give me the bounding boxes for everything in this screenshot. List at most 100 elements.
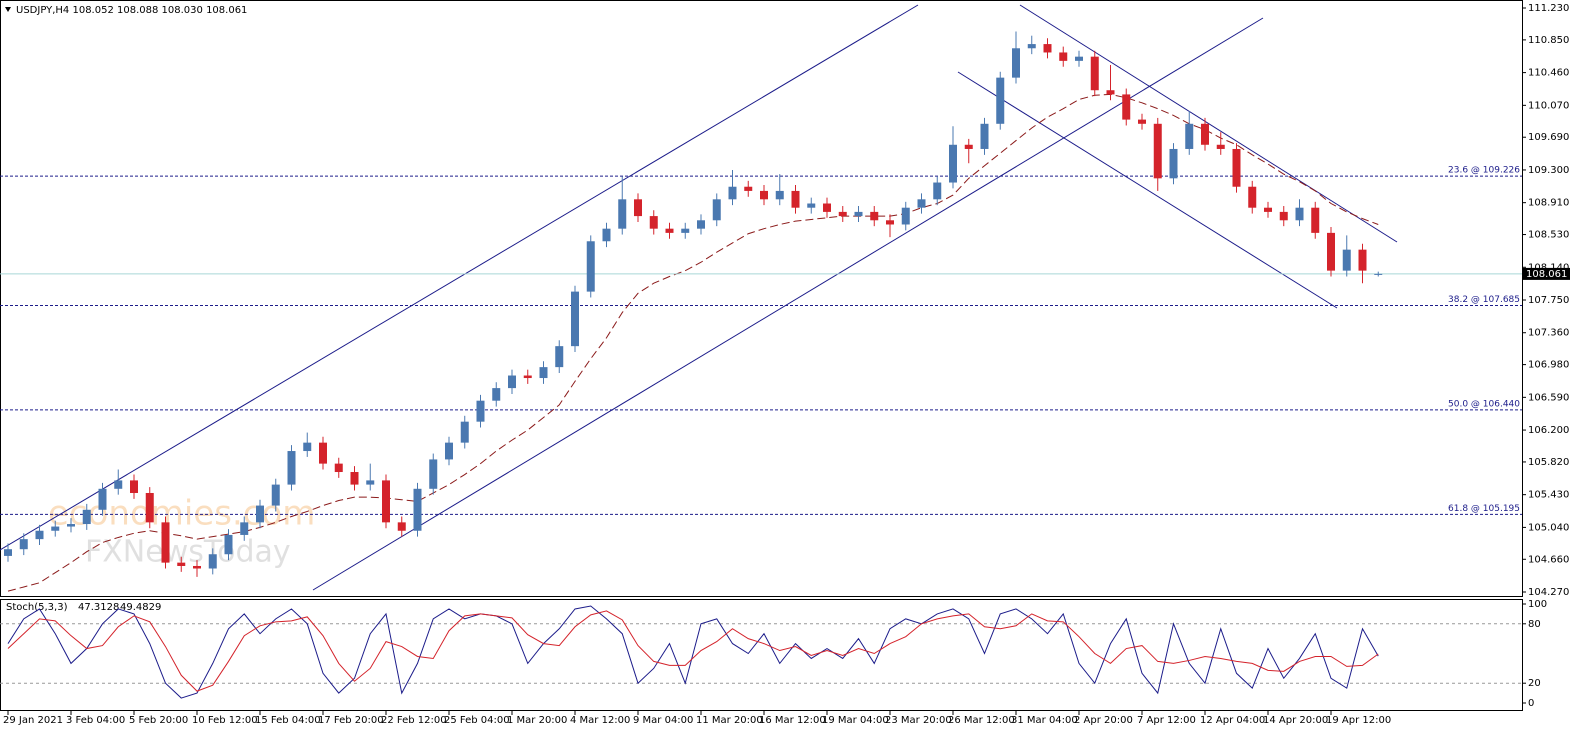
- candle-body: [51, 526, 60, 531]
- candle-body: [1232, 148, 1241, 187]
- watermark: FXNewsToday: [85, 535, 291, 570]
- candle-body: [712, 199, 721, 221]
- y-tick-label: 108.530: [1528, 230, 1569, 241]
- candle-body: [775, 190, 784, 200]
- candle-body: [854, 211, 863, 217]
- x-tick-label: 16 Mar 12:00: [759, 715, 826, 726]
- trend-lines: [0, 4, 1398, 591]
- candle-body: [760, 190, 768, 200]
- candle-body: [256, 505, 264, 523]
- chart-title: USDJPY,H4 108.052 108.088 108.030 108.06…: [16, 5, 247, 16]
- x-tick-label: 9 Mar 04:00: [633, 715, 693, 726]
- candle-body: [523, 375, 532, 379]
- candle-body: [161, 522, 170, 563]
- x-tick-label: 25 Feb 04:00: [444, 715, 510, 726]
- x-tick-label: 29 Jan 2021: [3, 715, 63, 726]
- candle-body: [1043, 44, 1052, 53]
- stoch-tick-label: 20: [1528, 678, 1541, 689]
- candle-body: [886, 220, 894, 225]
- candle-body: [949, 144, 957, 183]
- y-tick-label: 111.230: [1528, 3, 1569, 14]
- candle-body: [1358, 249, 1367, 271]
- y-tick-label: 110.850: [1528, 35, 1569, 46]
- x-tick-label: 10 Feb 12:00: [192, 715, 258, 726]
- candle-body: [807, 203, 816, 208]
- x-tick-label: 4 Mar 12:00: [570, 715, 630, 726]
- candle-body: [82, 509, 91, 525]
- main-frame: [0, 0, 1523, 597]
- candle-body: [555, 346, 564, 368]
- candle-body: [1311, 207, 1320, 233]
- candle-body: [964, 144, 973, 149]
- stoch-tick-label: 100: [1528, 599, 1547, 610]
- candle-body: [287, 451, 296, 485]
- stoch-line: [7, 610, 1379, 692]
- trend-line: [1019, 4, 1398, 243]
- candle-body: [1342, 249, 1351, 271]
- y-tick-label: 110.070: [1528, 100, 1569, 111]
- x-tick-label: 5 Feb 20:00: [129, 715, 188, 726]
- stoch-tick-label: 80: [1528, 619, 1541, 630]
- candle-body: [586, 241, 595, 292]
- candle-body: [476, 400, 485, 422]
- candle-body: [1075, 56, 1083, 61]
- candle-body: [1295, 207, 1304, 221]
- stoch-frame: [0, 599, 1523, 711]
- current-price-label: 108.061: [1526, 269, 1567, 280]
- candle-body: [382, 480, 390, 523]
- candle-body: [744, 186, 753, 191]
- candle-body: [130, 480, 138, 493]
- candle-body: [791, 190, 800, 208]
- watermark: economies.com: [48, 494, 315, 534]
- candle-body: [460, 421, 469, 443]
- moving-average: [7, 93, 1379, 592]
- y-tick-label: 104.270: [1528, 587, 1569, 598]
- candle-body: [602, 228, 611, 242]
- candle-body: [917, 199, 926, 208]
- menu-arrow[interactable]: [5, 7, 11, 12]
- y-tick-label: 105.040: [1528, 522, 1569, 533]
- stoch-k-value: 47.3128: [78, 602, 119, 613]
- candle-body: [429, 459, 438, 489]
- y-tick-label: 108.140: [1528, 262, 1569, 273]
- candle-body: [1138, 119, 1146, 124]
- y-tick-label: 108.910: [1528, 198, 1569, 209]
- candle-body: [208, 554, 217, 569]
- candle-body: [823, 203, 831, 212]
- candle-body: [1264, 207, 1272, 212]
- candle-body: [1012, 48, 1020, 78]
- candle-body: [193, 565, 201, 569]
- candle-body: [508, 375, 516, 389]
- candle-body: [397, 522, 406, 531]
- candle-body: [1374, 273, 1383, 275]
- candle-body: [618, 199, 627, 229]
- candle-body: [634, 199, 642, 217]
- candle-body: [177, 562, 186, 566]
- candle-body: [996, 77, 1005, 124]
- candle-body: [413, 488, 422, 531]
- candle-body: [665, 228, 674, 233]
- candle-body: [303, 442, 312, 452]
- candle-body: [271, 484, 280, 506]
- x-tick-label: 17 Feb 20:00: [318, 715, 384, 726]
- candle-body: [649, 216, 658, 229]
- candle-body: [1153, 123, 1162, 179]
- candle-body: [145, 492, 154, 523]
- candle-body: [1027, 44, 1036, 49]
- stoch-line: [7, 605, 1379, 699]
- candle-body: [319, 442, 327, 464]
- candle-body: [1279, 211, 1288, 221]
- y-tick-label: 106.200: [1528, 425, 1569, 436]
- candle-body: [1327, 232, 1335, 271]
- y-tick-label: 105.430: [1528, 490, 1569, 501]
- candle-body: [697, 220, 705, 229]
- candle-body: [539, 367, 548, 379]
- candle-body: [901, 207, 910, 225]
- trend-line: [312, 17, 1264, 591]
- candle-body: [1059, 52, 1068, 61]
- trend-line: [957, 71, 1338, 309]
- x-tick-label: 12 Apr 04:00: [1200, 715, 1265, 726]
- level-label: 38.2 @ 107.685: [1448, 295, 1520, 305]
- x-tick-label: 26 Mar 12:00: [948, 715, 1015, 726]
- candle-body: [1090, 56, 1099, 91]
